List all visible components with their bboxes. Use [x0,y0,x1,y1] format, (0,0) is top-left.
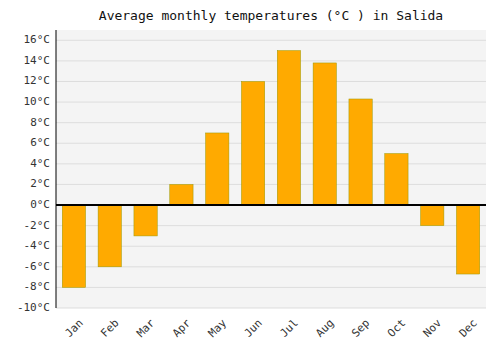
grid-line [56,308,486,309]
bar [349,99,372,205]
y-tick-label: 12°C [24,74,51,87]
x-axis-ticks: Jan Feb Mar Apr May Jun Jul Aug Sep Oct Nov Dec [62,316,479,340]
bar [62,205,85,287]
grid-line [56,163,486,164]
grid-line [56,40,486,41]
grid [56,40,486,308]
zero-line [56,204,486,206]
x-tick-label: Dec [457,317,480,340]
grid-line [56,60,486,61]
bar [134,205,157,236]
bar [421,205,444,226]
y-tick-label: 4°C [30,157,50,170]
y-tick-label: -8°C [24,280,51,293]
grid-line [56,184,486,185]
y-tick-label: 14°C [24,54,51,67]
bar [241,81,264,205]
y-tick-label: 16°C [24,33,51,46]
x-tick-label: Jul [277,317,300,340]
y-tick-label: 6°C [30,136,50,149]
y-tick-label: -4°C [24,239,51,252]
chart: -10°C -8°C -6°C -4°C -2°C 0°C 2°C 4°C 6°C 8°C 10°C… [0,0,500,350]
bars [62,51,479,288]
x-tick-label: Jan [62,317,85,340]
y-tick-label: 0°C [30,198,50,211]
x-tick-label: Nov [421,316,445,340]
y-tick-label: 8°C [30,116,50,129]
x-tick-label: Sep [349,317,372,340]
x-tick-label: Oct [385,317,408,340]
x-tick-label: Feb [98,317,121,340]
x-tick-label: Mar [134,316,158,340]
title: Average monthly temperatures (°C ) in Sa… [99,8,443,23]
plot-area [56,30,486,308]
y-axis-line [56,30,57,308]
grid-line [56,205,486,206]
y-tick-label: -2°C [24,219,51,232]
x-tick-label: May [206,316,230,340]
bar [385,154,408,205]
grid-line [56,102,486,103]
x-tick-label: Jun [242,317,265,340]
grid-line [56,143,486,144]
y-axis-ticks: -10°C -8°C -6°C -4°C -2°C 0°C 2°C 4°C 6°C 8°C 10°C… [17,33,50,314]
y-tick-label: -10°C [17,301,50,314]
y-tick-label: 2°C [30,177,50,190]
y-tick-label: -6°C [24,260,51,273]
bar [456,205,479,274]
bar [313,63,336,205]
grid-line [56,122,486,123]
x-tick-label: Aug [313,317,336,340]
bar [170,184,193,205]
x-tick-label: Apr [170,316,194,340]
bar [277,51,300,205]
grid-line [56,81,486,82]
bar [98,205,121,267]
bar [206,133,229,205]
grid-line [56,287,486,288]
y-tick-label: 10°C [24,95,51,108]
